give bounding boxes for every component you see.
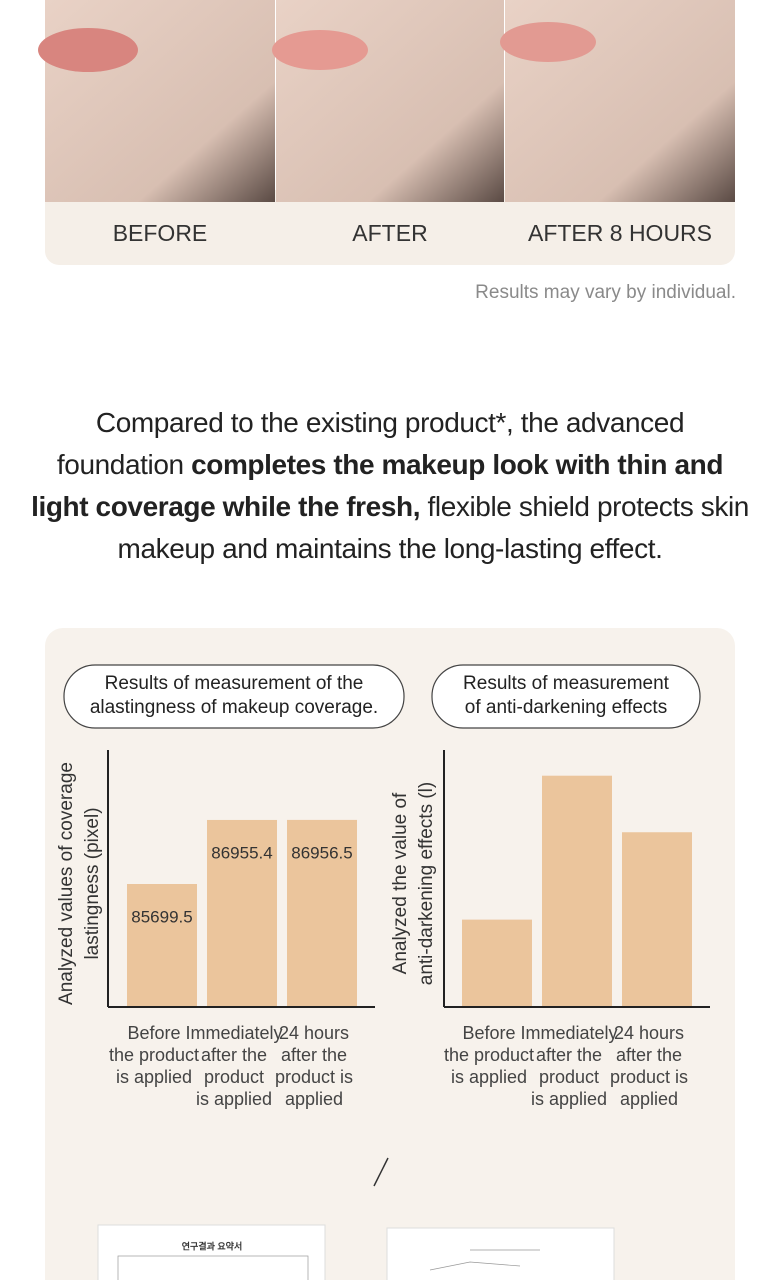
- description: Compared to the existing product*, the a…: [30, 402, 750, 570]
- x-tick-label: after the: [281, 1045, 347, 1065]
- chart-title: of anti-darkening effects: [465, 697, 667, 718]
- x-tick-label: Before: [462, 1023, 515, 1043]
- x-tick-label: product is: [275, 1067, 353, 1087]
- x-tick-label: is applied: [531, 1089, 607, 1109]
- disclaimer: Results may vary by individual.: [475, 282, 736, 303]
- photo-label: BEFORE: [113, 220, 208, 246]
- chart-title: alastingness of makeup coverage.: [90, 697, 378, 718]
- x-tick-label: after the: [616, 1045, 682, 1065]
- bar: [542, 775, 612, 1007]
- x-tick-label: after the: [201, 1045, 267, 1065]
- x-tick-label: Immediately: [520, 1023, 617, 1043]
- x-tick-label: is applied: [451, 1067, 527, 1087]
- text: flexible shield protects skin makeup and…: [117, 491, 750, 564]
- text: Compared to the existing product*, the a…: [56, 407, 685, 480]
- x-tick-label: the product: [109, 1045, 199, 1065]
- y-axis-label: Analyzed the value of: [390, 792, 411, 974]
- x-tick-label: is applied: [196, 1089, 272, 1109]
- chart-title: Results of measurement: [463, 673, 670, 694]
- divider: [373, 1157, 389, 1187]
- bar: [287, 819, 357, 1007]
- x-tick-label: applied: [285, 1089, 343, 1109]
- x-tick-label: Immediately: [185, 1023, 282, 1043]
- y-axis-label: anti-darkening effects (l): [416, 782, 437, 985]
- photo-label: AFTER: [352, 220, 427, 246]
- lips: [272, 30, 368, 70]
- x-tick-label: 24 hours: [614, 1023, 684, 1043]
- bar: [207, 819, 277, 1007]
- x-tick-label: after the: [536, 1045, 602, 1065]
- bold-text: completes the makeup look with thin and …: [31, 449, 724, 522]
- x-tick-label: product: [204, 1067, 264, 1087]
- x-tick-label: 24 hours: [279, 1023, 349, 1043]
- x-tick-label: Before: [127, 1023, 180, 1043]
- y-axis-label: lastingness (pixel): [82, 807, 103, 959]
- document-table: [117, 1255, 309, 1280]
- document: [97, 1224, 326, 1280]
- x-tick-label: product: [539, 1067, 599, 1087]
- document-title: 연구결과 요약서: [182, 1240, 242, 1251]
- label-band: [45, 190, 735, 265]
- value-label: 86956.5: [291, 843, 352, 862]
- title-pill: [431, 664, 701, 729]
- bar: [462, 919, 532, 1007]
- document-graph: [429, 1249, 540, 1271]
- y-axis-label: Analyzed values of coverage: [56, 762, 77, 1005]
- lips: [500, 22, 596, 62]
- photo: [276, 0, 504, 202]
- value-label: 86955.4: [211, 843, 272, 862]
- x-tick-label: product is: [610, 1067, 688, 1087]
- x-tick-label: applied: [620, 1089, 678, 1109]
- bar: [622, 832, 692, 1007]
- photo-label: AFTER 8 HOURS: [528, 220, 712, 246]
- x-tick-label: is applied: [116, 1067, 192, 1087]
- bar: [127, 884, 197, 1007]
- chart-title: Results of measurement of the: [105, 673, 364, 694]
- document: [386, 1227, 615, 1280]
- x-tick-label: the product: [444, 1045, 534, 1065]
- title-pill: [63, 664, 405, 729]
- lips: [38, 28, 138, 72]
- value-label: 85699.5: [131, 907, 192, 926]
